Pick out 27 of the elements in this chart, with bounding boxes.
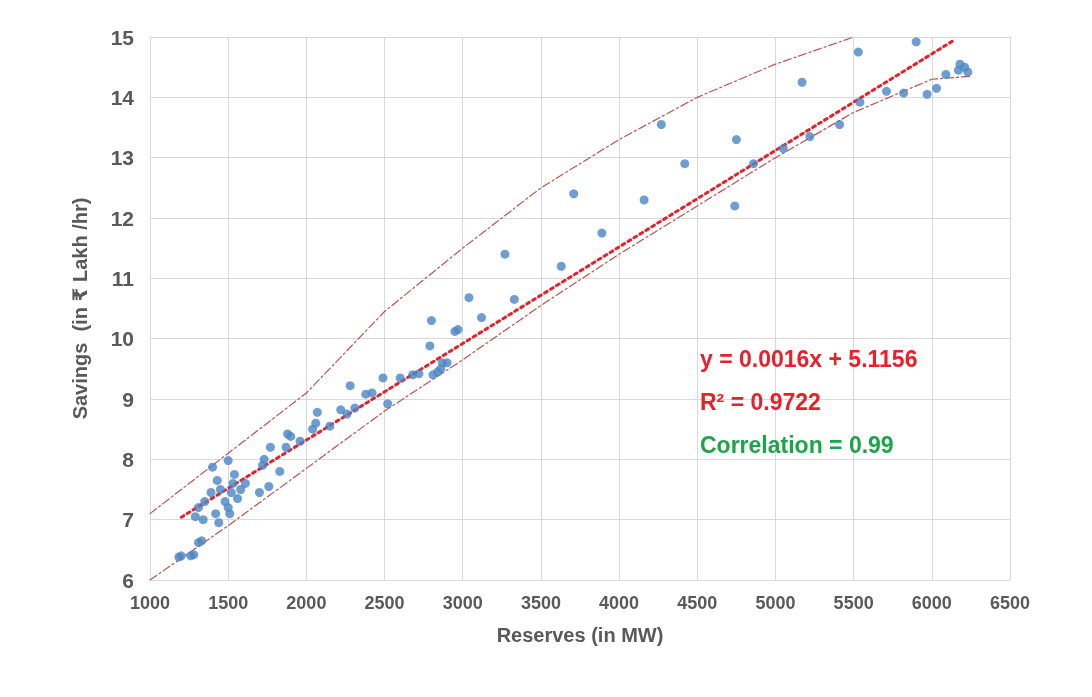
x-tick-label: 4500 [677, 593, 718, 613]
y-tick-label: 14 [110, 85, 135, 109]
y-tick-label: 8 [122, 447, 135, 471]
annotation: Correlation = 0.99 [699, 431, 894, 458]
x-tick-label: 2500 [364, 593, 405, 613]
x-axis-title: Reserves (in MW) [496, 624, 664, 646]
y-tick-label: 13 [110, 146, 134, 170]
x-tick-label: 2000 [286, 593, 327, 613]
x-tick-label: 4000 [599, 593, 640, 613]
y-tick-label: 9 [122, 387, 134, 411]
annotation: y = 0.0016x + 5.1156 [700, 345, 918, 372]
y-tick-label: 7 [122, 508, 134, 532]
x-tick-label: 5500 [833, 593, 874, 613]
x-tick-label: 6000 [911, 593, 952, 613]
y-tick-label: 10 [110, 327, 134, 351]
x-tick-label: 5000 [755, 593, 796, 613]
annotation: R² = 0.9722 [699, 388, 821, 415]
y-tick-label: 15 [110, 25, 135, 49]
x-tick-label: 1000 [129, 593, 171, 613]
y-tick-label: 11 [111, 266, 135, 290]
x-tick-label: 1500 [208, 593, 249, 613]
x-tick-label: 3000 [442, 593, 483, 613]
y-tick-label: 6 [122, 568, 134, 592]
y-tick-label: 12 [110, 206, 134, 230]
x-tick-label: 6500 [989, 593, 1031, 613]
y-axis-title: Savings (in ₹ Lakh /hr) [69, 197, 91, 420]
x-tick-label: 3500 [520, 593, 561, 613]
